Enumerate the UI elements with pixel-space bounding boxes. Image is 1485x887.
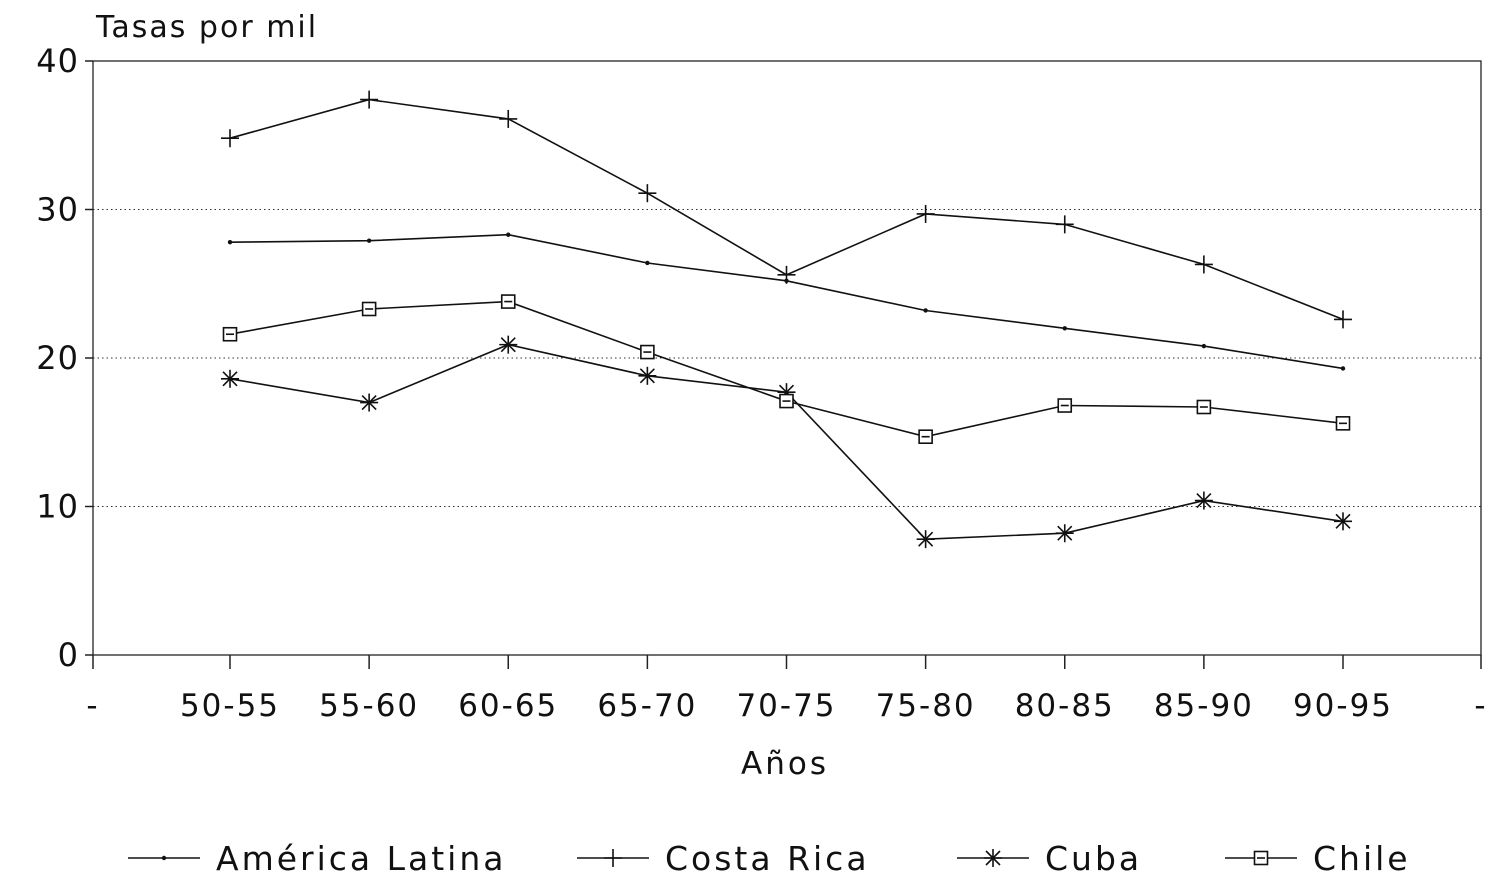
data-point [499, 109, 518, 128]
legend-item: Chile [1225, 839, 1411, 878]
series-group [221, 90, 1352, 549]
series-costa-rica [221, 90, 1352, 329]
x-tick-label: 85-90 [1154, 688, 1254, 724]
data-point [777, 265, 796, 284]
legend-item: Cuba [957, 839, 1142, 878]
data-point [1334, 512, 1352, 531]
x-tick-label: 80-85 [1015, 688, 1115, 724]
data-point [1062, 326, 1067, 331]
series-line [229, 300, 1344, 438]
data-point [1055, 524, 1074, 543]
series-line [229, 343, 1344, 541]
data-point [361, 301, 377, 317]
data-point [645, 260, 650, 266]
x-edge-label-left: - [86, 688, 99, 724]
legend-item: Costa Rica [577, 839, 870, 878]
legend-marker [984, 849, 1002, 867]
x-edge-label-right: - [1474, 688, 1485, 724]
series-line [229, 233, 1344, 370]
x-tick-label: 70-75 [736, 688, 836, 724]
data-point [916, 530, 935, 549]
x-tick-label: 55-60 [319, 688, 419, 724]
grid-lines [93, 209, 1481, 507]
data-point [638, 184, 657, 203]
data-point [779, 393, 794, 409]
y-tick-label: 40 [36, 42, 79, 80]
legend: América Latina Costa Rica Cuba Chile [128, 839, 1411, 878]
series-am-rica-latina [227, 232, 1346, 371]
data-point [222, 326, 238, 342]
legend-marker [161, 855, 167, 861]
data-point [640, 344, 655, 360]
series-chile [222, 294, 1351, 445]
data-point [1057, 398, 1073, 413]
data-point [1201, 343, 1207, 349]
data-point [1196, 399, 1212, 415]
y-axis-ticks: 0 10 20 30 40 [36, 42, 93, 674]
x-tick-label: 65-70 [597, 688, 697, 724]
data-point [227, 239, 233, 245]
y-tick-label: 30 [36, 191, 79, 229]
y-axis-label: Tasas por mil [95, 10, 318, 45]
data-point [366, 238, 372, 243]
data-point [916, 204, 935, 223]
data-point [638, 366, 657, 385]
data-point [500, 294, 516, 309]
legend-marker [604, 849, 622, 867]
data-point [1335, 416, 1351, 431]
data-point [221, 129, 239, 148]
x-axis-ticks: - - 50-55 55-60 60-65 65-70 70-75 75-80 80-85 85-… [86, 655, 1485, 724]
legend-label: América Latina [216, 839, 506, 878]
data-point [918, 429, 933, 445]
data-point [506, 232, 511, 237]
data-point [923, 308, 928, 313]
data-point [1194, 491, 1213, 510]
y-tick-label: 0 [58, 636, 79, 674]
data-point [1340, 366, 1346, 371]
legend-label: Chile [1313, 839, 1411, 878]
data-point [1194, 255, 1213, 274]
data-point [499, 335, 518, 354]
data-point [221, 369, 239, 388]
legend-item: América Latina [128, 839, 506, 878]
y-tick-label: 20 [36, 339, 79, 377]
legend-label: Cuba [1045, 839, 1142, 878]
legend-marker [1253, 850, 1269, 866]
data-point [360, 393, 379, 412]
data-point [1334, 310, 1352, 329]
x-tick-label: 60-65 [458, 688, 558, 724]
x-tick-label: 50-55 [180, 688, 280, 724]
legend-label: Costa Rica [665, 839, 870, 878]
x-tick-label: 90-95 [1293, 688, 1393, 724]
x-tick-label: 75-80 [876, 688, 976, 724]
data-point [1055, 215, 1074, 234]
series-cuba [221, 335, 1352, 549]
y-tick-label: 10 [36, 488, 79, 526]
data-point [360, 90, 379, 109]
x-axis-label: Años [741, 746, 829, 782]
